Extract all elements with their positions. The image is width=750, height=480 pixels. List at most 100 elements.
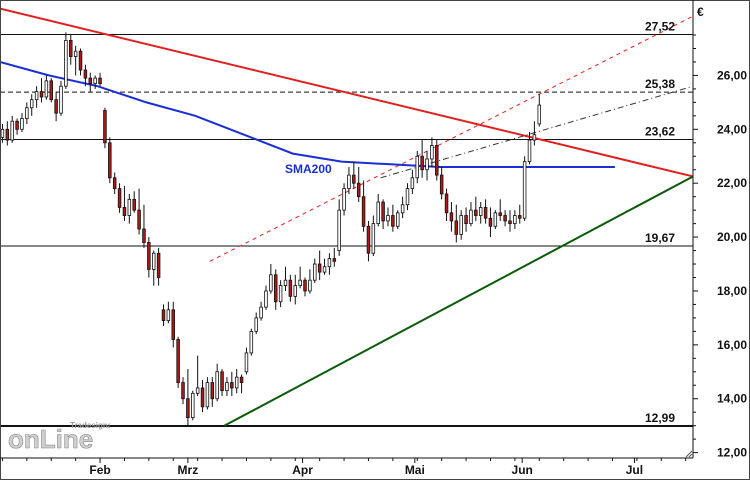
candle-body-down	[69, 40, 73, 57]
candle-body-up	[166, 309, 171, 321]
candle	[215, 363, 219, 402]
candle	[132, 191, 136, 213]
candle	[117, 183, 122, 213]
candle-body-down	[220, 371, 224, 392]
candle	[269, 264, 273, 294]
candle-body-up	[191, 392, 195, 418]
candle	[20, 113, 24, 133]
candle-body-down	[156, 252, 161, 278]
candle-body-up	[537, 104, 542, 125]
candle-body-up	[396, 212, 400, 227]
candle	[532, 121, 537, 146]
y-tick-label: 16,00	[717, 338, 747, 352]
candle-body-up	[225, 382, 229, 392]
candle-body-up	[269, 274, 273, 292]
candle	[493, 210, 498, 229]
candle	[205, 377, 210, 410]
candle	[376, 193, 380, 227]
candle-body-up	[493, 212, 498, 227]
candle-body-down	[39, 91, 44, 98]
trendlines	[0, 7, 694, 427]
candle	[88, 72, 93, 92]
candle-body-down	[381, 201, 385, 222]
candle	[147, 237, 151, 278]
candle	[166, 301, 171, 324]
candle-body-down	[112, 177, 117, 189]
candle	[186, 369, 190, 426]
candle-body-up	[293, 285, 297, 297]
candle-body-up	[410, 177, 415, 189]
candle	[230, 371, 234, 397]
candlesticks	[0, 32, 542, 426]
candle-body-down	[171, 309, 175, 340]
currency-label: €	[697, 5, 704, 19]
candle-body-up	[244, 352, 249, 373]
candle	[322, 258, 327, 275]
candle-body-up	[59, 85, 63, 114]
y-tick-label: 22,00	[717, 176, 747, 190]
candle	[112, 172, 117, 194]
candle	[478, 202, 483, 224]
candle-body-down	[88, 77, 93, 84]
candle	[410, 169, 415, 194]
x-tick-label: Jul	[626, 463, 643, 477]
candle-body-down	[332, 258, 337, 262]
candle-body-up	[400, 204, 405, 214]
candle	[391, 204, 395, 232]
candle-body-down	[210, 382, 215, 400]
level-labels: 27,52 25,38 23,62 19,67 12,99	[645, 19, 675, 424]
candle	[98, 72, 102, 87]
candle	[522, 156, 527, 221]
upper-channel-trendline	[380, 85, 694, 179]
candle	[435, 140, 439, 181]
candle-body-down	[186, 398, 190, 418]
candle	[64, 32, 68, 89]
candle-body-up	[234, 376, 239, 389]
candle	[142, 204, 146, 248]
candle-body-down	[142, 228, 146, 243]
candle-body-up	[347, 174, 351, 189]
x-tick-label: Jun	[512, 463, 533, 477]
candle	[108, 137, 112, 184]
sma200-line	[0, 61, 615, 168]
candle	[371, 215, 376, 256]
candle	[386, 207, 390, 227]
candle	[15, 118, 19, 135]
candle-body-down	[444, 193, 449, 214]
candle-body-up	[25, 107, 29, 119]
candle-body-up	[527, 139, 532, 163]
candle-body-down	[273, 274, 278, 303]
candle	[327, 253, 332, 275]
candle	[356, 167, 361, 203]
y-tick-label: 14,00	[717, 392, 747, 406]
candle	[249, 328, 254, 356]
candle	[420, 140, 424, 178]
candle-body-up	[513, 215, 517, 225]
candle-body-down	[508, 220, 512, 225]
candle	[527, 132, 532, 165]
sma200-label: SMA200	[285, 162, 332, 176]
candle	[518, 204, 522, 224]
candle	[474, 196, 478, 221]
candle-body-up	[254, 317, 258, 332]
candle-body-down	[474, 209, 478, 216]
candle	[39, 78, 44, 103]
candle-body-down	[15, 120, 19, 130]
candle-body-up	[205, 382, 210, 408]
candle-body-up	[64, 40, 68, 87]
candle	[347, 167, 351, 194]
candle-body-down	[420, 155, 424, 171]
candle	[10, 115, 14, 143]
candle-body-down	[317, 263, 322, 273]
candle-body-down	[132, 198, 136, 211]
candle	[156, 247, 161, 286]
candle-body-up	[29, 99, 34, 109]
candle	[503, 210, 507, 227]
candle	[259, 301, 263, 321]
candle	[396, 210, 400, 229]
resistance-trendline	[0, 7, 694, 178]
candle-body-down	[181, 382, 185, 400]
candle-body-up	[215, 371, 219, 400]
candle	[127, 193, 132, 224]
candle	[54, 91, 58, 122]
